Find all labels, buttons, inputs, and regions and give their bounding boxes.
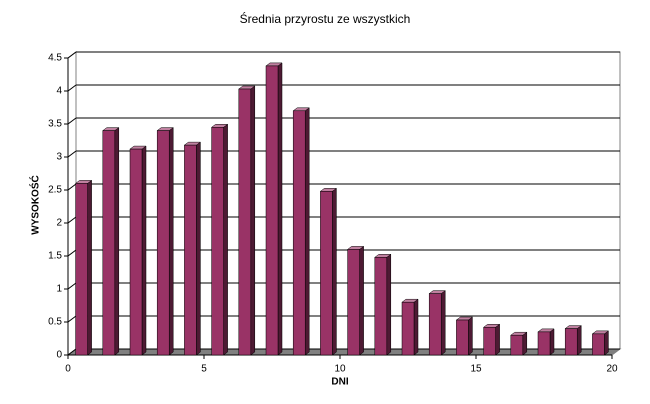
bar-side	[114, 127, 120, 356]
bar-side	[87, 179, 92, 356]
y-tick-label: 1.5	[48, 251, 62, 262]
x-tick-label: 10	[334, 364, 346, 375]
bar	[483, 327, 496, 356]
floor	[66, 348, 622, 356]
bar-side	[223, 123, 228, 356]
bar	[537, 331, 551, 356]
bar	[428, 293, 442, 356]
bar	[156, 130, 170, 356]
bar-side	[168, 127, 174, 356]
bar	[564, 328, 578, 356]
bar-side	[386, 253, 392, 356]
grid-line-side	[67, 117, 77, 125]
x-tick-label: 5	[201, 364, 207, 375]
x-tick-label: 20	[606, 364, 618, 375]
y-axis-title: WYSOKOŚĆ	[29, 175, 42, 234]
bar-side	[440, 290, 446, 356]
bar-side	[250, 85, 256, 356]
bar	[129, 148, 143, 356]
grid-line-side	[67, 282, 77, 290]
bar-side	[141, 145, 147, 356]
grid-line-side	[67, 315, 77, 323]
bar	[184, 144, 197, 356]
bar-side	[468, 316, 473, 356]
bar-side	[304, 107, 310, 356]
bar	[75, 183, 88, 356]
bar	[374, 257, 388, 356]
bar	[347, 249, 360, 356]
bar-side	[549, 328, 555, 356]
bar	[456, 319, 469, 356]
y-tick-label: 3	[56, 152, 62, 163]
bar	[265, 65, 279, 356]
bar	[592, 333, 605, 356]
bar-side	[277, 62, 283, 356]
grid-line-side	[67, 150, 77, 158]
y-tick-label: 2	[56, 218, 62, 229]
bar	[102, 130, 116, 356]
chart-title: Średnia przyrostu ze wszystkich	[240, 11, 411, 26]
bar-side	[359, 245, 364, 356]
bar-side	[196, 141, 201, 356]
bar	[211, 127, 224, 356]
grid-line-side	[67, 183, 77, 191]
y-tick-label: 3.5	[48, 119, 62, 130]
bar-side	[332, 187, 337, 356]
bar	[238, 88, 252, 356]
side-wall	[67, 51, 77, 356]
y-tick-label: 2.5	[48, 185, 62, 196]
bar-side	[495, 323, 500, 356]
bar-side	[604, 330, 609, 356]
bar	[401, 301, 415, 356]
y-tick-label: 4.5	[48, 53, 62, 64]
grid-line-side	[67, 249, 77, 257]
y-tick-label: 0	[56, 350, 62, 361]
x-axis-title: DNI	[331, 377, 348, 388]
grid-line-side	[67, 348, 77, 356]
grid-line-side	[67, 51, 77, 59]
bar-side	[576, 325, 582, 356]
grid-line-side	[67, 84, 77, 92]
bar-side	[413, 298, 419, 356]
grid-line-side	[67, 216, 77, 224]
bar-side	[522, 331, 528, 356]
y-tick-label: 0.5	[48, 317, 62, 328]
y-tick-label: 1	[56, 284, 62, 295]
x-tick-label: 15	[470, 364, 482, 375]
x-tick-label: 0	[65, 364, 71, 375]
bar	[510, 334, 524, 356]
y-tick-label: 4	[56, 86, 62, 97]
bar	[320, 191, 333, 356]
bar	[292, 110, 306, 356]
